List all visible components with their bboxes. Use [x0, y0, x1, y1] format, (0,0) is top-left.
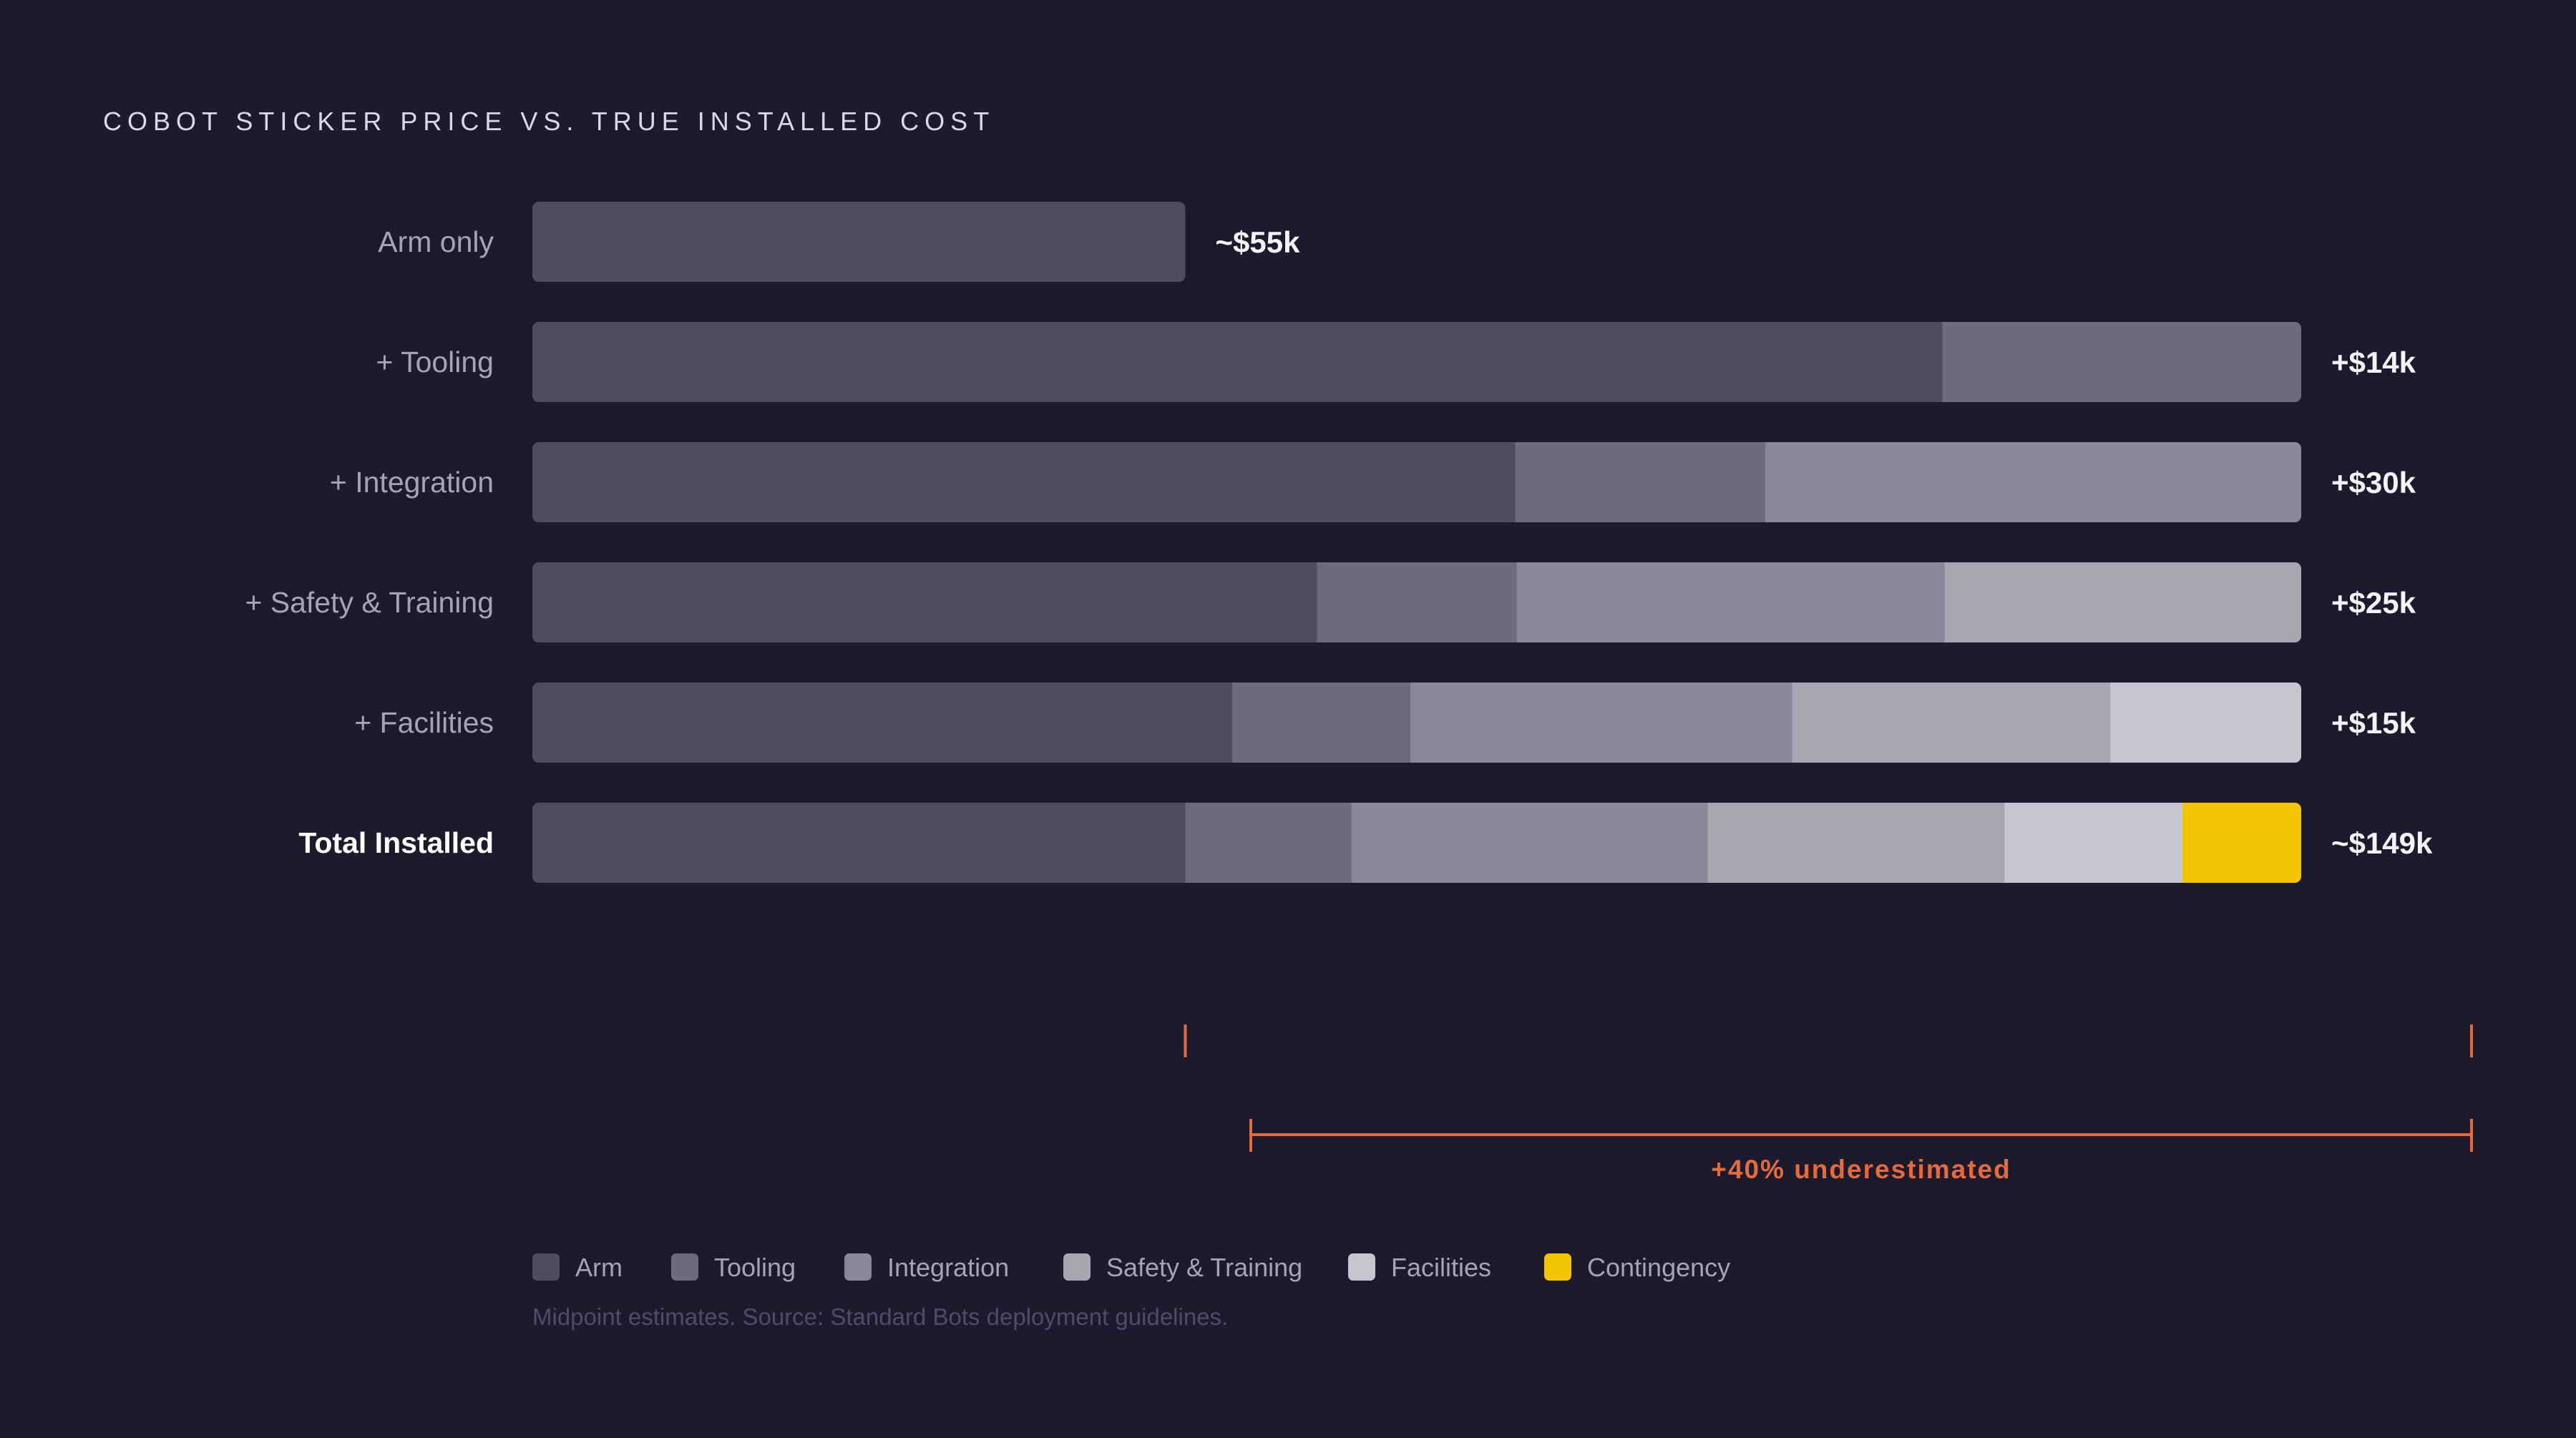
legend-swatch — [1348, 1253, 1375, 1281]
legend-swatch — [1063, 1253, 1091, 1281]
bar-segment-integration — [1410, 683, 1793, 763]
bar-segment-arm — [532, 202, 1186, 282]
legend-label: Integration — [887, 1253, 1009, 1282]
legend-label: Contingency — [1587, 1253, 1730, 1282]
bar-segment-arm — [532, 683, 1233, 763]
value-label: ~$55k — [1215, 225, 1300, 259]
bar-segment-tooling — [1185, 803, 1352, 883]
bar-segment-facilities — [2004, 803, 2183, 883]
value-label: +$14k — [2331, 346, 2416, 379]
bar-segment-arm — [532, 322, 1943, 402]
legend: Arm Tooling Integration Safety & Training Fa… — [532, 1253, 1730, 1282]
legend-item-integration: Integration — [844, 1253, 1009, 1282]
bar-segment-safety-training — [1792, 683, 2111, 763]
bar-segment-arm — [532, 442, 1516, 522]
row-label: + Safety & Training — [245, 586, 494, 619]
bar-row-facilities — [532, 683, 2301, 763]
row-label: + Integration — [330, 466, 494, 499]
legend-swatch — [844, 1253, 872, 1281]
value-label: +$30k — [2331, 466, 2416, 499]
bar-row-arm-only — [532, 202, 1186, 282]
legend-item-contingency: Contingency — [1544, 1253, 1730, 1282]
footnote: Midpoint estimates. Source: Standard Bot… — [532, 1304, 1228, 1330]
bar-segment-facilities — [2110, 683, 2301, 763]
legend-item-tooling: Tooling — [671, 1253, 796, 1282]
bar-segment-tooling — [1515, 442, 1766, 522]
legend-item-facilities: Facilities — [1348, 1253, 1491, 1282]
legend-label: Safety & Training — [1106, 1253, 1302, 1282]
bar-segment-tooling — [1942, 322, 2301, 402]
legend-item-safety-training: Safety & Training — [1063, 1253, 1302, 1282]
bar-segment-contingency — [2182, 803, 2301, 883]
bars-group: Arm only ~$55k + Tooling +$14k + Integration… — [245, 202, 2433, 883]
bar-segment-safety-training — [1944, 562, 2301, 642]
value-label: ~$149k — [2331, 826, 2433, 860]
bar-segment-safety-training — [1707, 803, 2005, 883]
legend-label: Tooling — [714, 1253, 796, 1282]
value-label: +$25k — [2331, 586, 2416, 620]
bar-segment-tooling — [1317, 562, 1518, 642]
legend-swatch — [671, 1253, 698, 1281]
bar-row-total-installed — [532, 803, 2301, 883]
bar-segment-integration — [1516, 562, 1946, 642]
bar-row-integration — [532, 442, 2301, 522]
bar-segment-tooling — [1232, 683, 1411, 763]
row-label: Total Installed — [298, 826, 494, 859]
bar-row-safety-training — [532, 562, 2301, 642]
bar-segment-integration — [1351, 803, 1708, 883]
bar-row-tooling — [532, 322, 2301, 402]
legend-swatch — [1544, 1253, 1571, 1281]
annotation-text: +40% underestimated — [1711, 1155, 2011, 1184]
legend-label: Facilities — [1391, 1253, 1491, 1282]
legend-swatch — [532, 1253, 560, 1281]
legend-item-arm: Arm — [532, 1253, 623, 1282]
chart-title: COBOT STICKER PRICE VS. TRUE INSTALLED C… — [103, 107, 995, 136]
bar-segment-integration — [1765, 442, 2301, 522]
bar-segment-arm — [532, 562, 1317, 642]
annotation-group: +40% underestimated — [1184, 1024, 2473, 1184]
row-label: Arm only — [378, 225, 494, 258]
row-label: + Tooling — [376, 346, 494, 378]
bar-segment-arm — [532, 803, 1186, 883]
row-label: + Facilities — [354, 706, 494, 739]
value-label: +$15k — [2331, 706, 2416, 740]
legend-label: Arm — [575, 1253, 623, 1282]
